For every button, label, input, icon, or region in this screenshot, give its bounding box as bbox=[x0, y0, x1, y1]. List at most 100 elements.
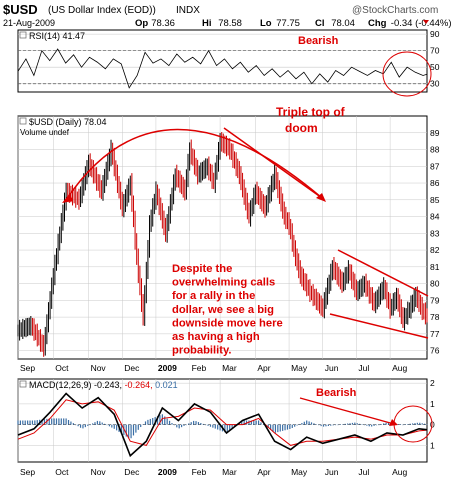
macd-histogram-bar bbox=[226, 424, 228, 433]
macd-panel: 2 1 0 1 Sep Oct Nov Dec 2009 Feb Mar Apr May Jun Jul A… bbox=[17, 378, 435, 477]
macd-histogram-bar bbox=[241, 421, 243, 425]
macd-histogram-bar bbox=[154, 417, 156, 425]
macd-histogram-bar bbox=[233, 424, 236, 427]
macd-histogram-bar bbox=[385, 422, 387, 425]
rsi-tick-label: 90 bbox=[430, 29, 440, 39]
macd-histogram-bar bbox=[294, 424, 296, 427]
macd-histogram-bar bbox=[48, 418, 50, 425]
macd-histogram-bar bbox=[404, 424, 406, 425]
rsi-line bbox=[17, 48, 428, 89]
macd-histogram-bar bbox=[368, 424, 370, 427]
macd-histogram-bar bbox=[207, 424, 209, 426]
ohlc-label: Hi bbox=[202, 18, 212, 29]
macd-tick-label: 1 bbox=[430, 440, 435, 450]
price-x-tick-label: Oct bbox=[55, 363, 69, 373]
macd-histogram-bar bbox=[72, 423, 74, 425]
price-tick-label: 77 bbox=[430, 329, 440, 339]
macd-histogram-bar bbox=[270, 424, 272, 430]
macd-value: -0.243, bbox=[94, 380, 125, 390]
macd-histogram-bar bbox=[202, 423, 204, 425]
macd-histogram-bar bbox=[279, 424, 281, 432]
macd-histogram-bar bbox=[82, 424, 84, 429]
macd-histogram-bar bbox=[296, 424, 298, 426]
price-x-tick-label: Mar bbox=[222, 363, 237, 373]
ohlc-label: Cl bbox=[315, 18, 325, 29]
macd-histogram-bar bbox=[354, 422, 356, 425]
macd-histogram-bar bbox=[310, 422, 313, 425]
macd-histogram-bar bbox=[135, 424, 137, 433]
analysis-note-line: as having a high bbox=[172, 331, 260, 343]
macd-histogram-bar bbox=[178, 424, 180, 429]
price-x-tick-label: Feb bbox=[192, 363, 207, 373]
macd-histogram-bar bbox=[330, 424, 332, 426]
ohlc-readout: Op 78.36 Hi 78.58 Lo 77.75 Cl 78.04 Chg -0.34 (-0… bbox=[135, 18, 452, 29]
rsi-panel: 90 70 50 30 RSI(14) 41.47 Bearish bbox=[17, 29, 440, 97]
macd-histogram-bar bbox=[219, 424, 221, 431]
macd-histogram-bar bbox=[94, 422, 96, 425]
macd-histogram-bar bbox=[286, 424, 289, 430]
macd-x-tick-label: 2009 bbox=[158, 467, 177, 477]
analysis-note-line: dollar, we see a big bbox=[172, 304, 274, 316]
price-x-tick-label: Jul bbox=[358, 363, 369, 373]
macd-histogram-bar bbox=[217, 424, 219, 430]
macd-tick-label: 1 bbox=[430, 399, 435, 409]
macd-histogram-bar bbox=[125, 424, 127, 437]
macd-x-tick-label: Feb bbox=[192, 467, 207, 477]
macd-histogram-bar bbox=[197, 422, 200, 425]
price-tick-label: 79 bbox=[430, 295, 440, 305]
macd-line bbox=[17, 392, 428, 458]
price-x-tick-label: May bbox=[291, 363, 308, 373]
macd-x-tick-label: May bbox=[291, 467, 308, 477]
ohlc-value: 78.36 bbox=[151, 18, 175, 29]
macd-histogram-bar bbox=[212, 424, 214, 428]
macd-histogram-bar bbox=[171, 422, 173, 425]
macd-tick-label: 0 bbox=[430, 420, 435, 430]
macd-histogram-bar bbox=[27, 420, 29, 425]
macd-histogram-bar bbox=[347, 423, 349, 425]
macd-histogram-bar bbox=[282, 424, 284, 431]
macd-histogram-bar bbox=[104, 423, 106, 425]
macd-histogram-bar bbox=[332, 424, 334, 426]
macd-bearish-label: Bearish bbox=[316, 387, 357, 399]
macd-histogram-bar bbox=[397, 424, 399, 425]
macd-histogram-bar bbox=[142, 424, 144, 425]
macd-histogram-bar bbox=[387, 422, 390, 425]
rsi-highlight-circle bbox=[382, 51, 432, 97]
rsi-title: RSI(14) 41.47 bbox=[29, 31, 85, 41]
macd-histogram-bar bbox=[289, 424, 291, 430]
macd-bearish-arrow bbox=[299, 397, 395, 425]
macd-histogram-bar bbox=[144, 421, 147, 425]
triple-top-label-line-1: Triple top of bbox=[276, 105, 346, 119]
macd-x-tick-label: Apr bbox=[257, 467, 270, 477]
macd-histogram-bar bbox=[200, 422, 202, 425]
price-xticks: Sep Oct Nov Dec 2009 Feb Mar Apr May Jun Jul Aug bbox=[20, 363, 408, 373]
analysis-note-line: for a rally in the bbox=[172, 290, 255, 302]
price-x-tick-label: Aug bbox=[392, 363, 407, 373]
macd-histogram-bar bbox=[29, 420, 31, 425]
price-panel: 76 77 78 79 80 81 82 83 84 85 86 87 88 89 Sep Oct Nov De… bbox=[17, 105, 440, 373]
triple-top-trendline bbox=[223, 127, 323, 199]
macd-histogram-bar bbox=[67, 419, 70, 425]
macd-histogram-bar bbox=[334, 424, 337, 426]
macd-histogram-bar bbox=[140, 424, 142, 428]
macd-histogram-bar bbox=[318, 424, 320, 426]
price-subtitle: Volume undef bbox=[20, 128, 70, 137]
macd-title: MACD(12,26,9) bbox=[29, 380, 94, 390]
price-tick-label: 86 bbox=[430, 178, 440, 188]
macd-histogram-bar bbox=[58, 418, 60, 425]
macd-histogram-bar bbox=[183, 424, 185, 426]
macd-histogram-bar bbox=[277, 424, 279, 433]
macd-histogram-bar bbox=[96, 420, 98, 425]
macd-histogram-bar bbox=[173, 424, 175, 426]
macd-x-tick-label: Aug bbox=[392, 467, 407, 477]
price-tick-label: 85 bbox=[430, 195, 440, 205]
down-arrow-icon bbox=[423, 20, 429, 24]
analysis-note-line: probability. bbox=[172, 345, 231, 357]
chart-date: 21-Aug-2009 bbox=[3, 18, 55, 28]
macd-histogram-bar bbox=[291, 424, 293, 428]
macd-histogram-bar bbox=[257, 420, 260, 425]
macd-histogram-bar bbox=[43, 419, 46, 425]
channel-upper-line bbox=[337, 249, 429, 297]
macd-histogram-bar bbox=[188, 423, 190, 425]
macd-histogram-bar bbox=[168, 420, 171, 425]
